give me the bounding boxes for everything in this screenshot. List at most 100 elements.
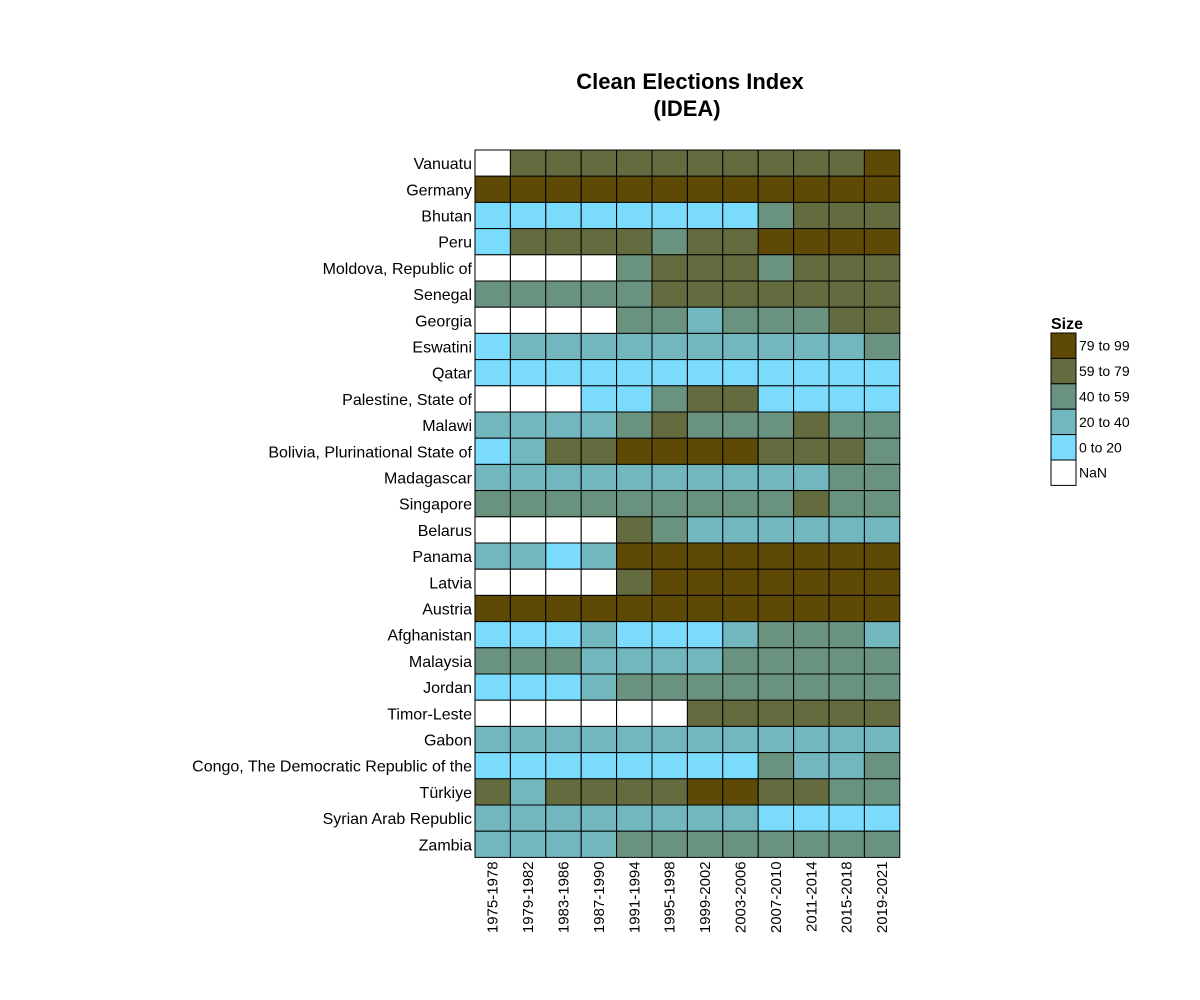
heatmap-cell [757,778,795,806]
heatmap-cell [474,752,511,780]
heatmap-cell [757,516,795,544]
heatmap-cell [793,725,830,754]
heatmap-cell [757,175,795,203]
column-labels: 1975-1978 1979-1982 1983-1986 1987-1990 1991… [485,861,891,933]
heatmap-cell [722,306,759,334]
heatmap-cell [651,228,688,256]
heatmap-cell [722,804,759,832]
heatmap-cell [863,778,901,806]
heatmap-cell [474,385,511,413]
row-label: Türkiye [420,785,473,802]
heatmap-cell [545,201,582,230]
heatmap-cell [616,594,653,623]
heatmap-cell [793,254,830,282]
column-label: 1987-1990 [591,861,608,933]
heatmap-cell [828,332,865,361]
heatmap-cell [474,621,511,649]
column-label: 2015-2018 [839,861,856,933]
heatmap-cell [828,280,865,308]
heatmap-cell [686,332,724,361]
heatmap-cell [474,699,511,727]
heatmap-cell [580,594,618,623]
legend-label: 79 to 99 [1079,338,1130,354]
row-label: Singapore [399,497,472,514]
heatmap-cell [616,699,653,727]
heatmap-cell [651,621,688,649]
heatmap-cell [545,594,582,623]
heatmap-cell [793,568,830,596]
heatmap-cell [651,804,688,832]
heatmap-cell [757,228,795,256]
heatmap-cell [686,359,724,387]
heatmap-cell [474,804,511,832]
heatmap-cell [686,699,724,727]
heatmap-cell [793,175,830,203]
heatmap-cell [757,830,795,858]
heatmap-cell [509,804,547,832]
heatmap-cell [863,752,901,780]
legend-label: 59 to 79 [1079,363,1130,379]
heatmap-cell [863,594,901,623]
heatmap-cell [616,254,653,282]
row-label: Bhutan [421,209,472,226]
heatmap-cell [474,490,511,518]
heatmap-cell [828,228,865,256]
heatmap-cell [722,752,759,780]
heatmap-cell [828,752,865,780]
heatmap-cell [509,830,547,858]
heatmap-cell [722,647,759,675]
legend-label: NaN [1079,465,1107,481]
heatmap-cells [474,149,901,858]
heatmap-cell [828,463,865,492]
heatmap-cell [651,254,688,282]
heatmap-cell [545,490,582,518]
heatmap-cell [580,673,618,701]
heatmap-cell [580,725,618,754]
heatmap-cell [722,332,759,361]
heatmap-cell [863,621,901,649]
heatmap-cell [757,594,795,623]
heatmap-cell [828,437,865,465]
heatmap-cell [580,647,618,675]
heatmap-cell [651,516,688,544]
heatmap-cell [722,175,759,203]
heatmap-cell [651,830,688,858]
heatmap-cell [863,149,901,177]
heatmap-cell [686,804,724,832]
heatmap-cell [474,228,511,256]
heatmap-cell [686,228,724,256]
heatmap-cell [616,752,653,780]
heatmap-cell [509,621,547,649]
heatmap-cell [616,280,653,308]
heatmap-cell [757,359,795,387]
heatmap-cell [828,149,865,177]
row-label: Qatar [432,366,473,383]
heatmap-cell [474,778,511,806]
row-label: Congo, The Democratic Republic of the [192,759,472,776]
heatmap-cell [616,830,653,858]
heatmap-cell [474,201,511,230]
heatmap-cell [863,463,901,492]
heatmap-cell [580,830,618,858]
heatmap-cell [757,490,795,518]
heatmap-cell [793,516,830,544]
heatmap-cell [757,149,795,177]
heatmap-cell [863,830,901,858]
column-label: 2011-2014 [803,861,820,932]
heatmap-cell [651,437,688,465]
heatmap-cell [616,201,653,230]
heatmap-cell [828,725,865,754]
heatmap-cell [722,542,759,570]
heatmap-cell [828,254,865,282]
heatmap-cell [616,542,653,570]
heatmap-cell [686,778,724,806]
heatmap-cell [580,463,618,492]
heatmap-cell [828,621,865,649]
heatmap-cell [863,673,901,701]
heatmap-cell [651,490,688,518]
heatmap-cell [793,778,830,806]
heatmap-cell [509,201,547,230]
legend-swatch [1050,383,1077,410]
heatmap-cell [474,411,511,439]
heatmap-cell [580,516,618,544]
